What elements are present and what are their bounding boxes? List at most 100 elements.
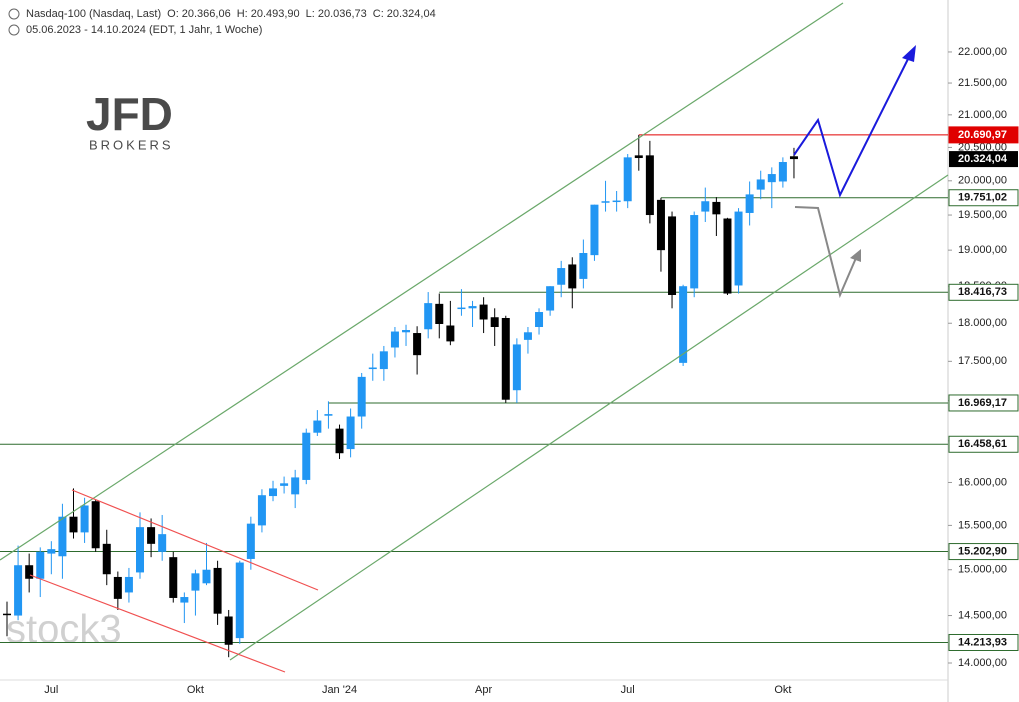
level-label-box	[948, 126, 1019, 144]
wedge-lower	[29, 574, 286, 673]
x-tick-label: Jul	[44, 684, 58, 696]
level-label-box	[948, 543, 1019, 561]
candle-body	[457, 307, 466, 310]
candle-body	[413, 333, 422, 356]
candle-body	[723, 218, 732, 294]
y-tick-label: 19.000,00	[958, 244, 1007, 256]
y-tick-label: 20.000,00	[958, 175, 1007, 187]
header-line: Nasdaq-100 (Nasdaq, Last) O: 20.366,06 H: 20…	[26, 8, 436, 20]
x-tick-label: Apr	[475, 684, 492, 696]
candle-body	[302, 432, 311, 480]
candle-body	[435, 303, 444, 324]
candle-body	[668, 216, 677, 296]
header-clock	[8, 24, 20, 36]
date-range: 05.06.2023 - 14.10.2024 (EDT, 1 Jahr, 1 …	[26, 24, 262, 36]
wedge-upper	[71, 489, 319, 591]
candle-body	[778, 162, 787, 182]
candle-body	[36, 551, 45, 579]
brokers-logo: BROKERS	[89, 137, 174, 152]
candle-body	[180, 597, 189, 603]
ohlc-value: 20.036,73	[318, 8, 367, 20]
candle-body	[479, 304, 488, 320]
candle-body	[269, 488, 278, 497]
candle-body	[291, 477, 300, 495]
header: Nasdaq-100 (Nasdaq, Last) O: 20.366,06 H: 20…	[8, 8, 436, 36]
level-label: 14.213,93	[958, 636, 1007, 648]
candle-body	[557, 268, 566, 285]
candle-body	[579, 252, 588, 279]
ohlc-value: 20.493,90	[251, 8, 300, 20]
candle-body	[102, 543, 111, 575]
candle-body	[568, 264, 577, 289]
drawings	[0, 2, 949, 673]
candle-body	[623, 157, 632, 202]
candle-body	[169, 557, 178, 598]
ohlc-value: 20.324,04	[387, 8, 436, 20]
level-label: 15.202,90	[958, 545, 1007, 557]
candle-body	[324, 414, 333, 416]
candle-body	[535, 312, 544, 328]
x-tick-label: Jul	[621, 684, 635, 696]
candle-body	[136, 527, 145, 573]
candle-body	[91, 501, 100, 549]
y-tick-label: 15.000,00	[958, 564, 1007, 576]
candle-body	[357, 376, 366, 417]
y-tick-label: 17.500,00	[958, 355, 1007, 367]
level-label: 20.690,97	[958, 129, 1007, 141]
price-label: 20.324,04	[958, 153, 1008, 165]
y-tick-label: 16.000,00	[958, 476, 1007, 488]
candle-body	[257, 495, 266, 526]
ohlc-key: O:	[167, 8, 179, 20]
candle-body	[523, 332, 532, 340]
candle-body	[47, 549, 56, 554]
candle-body	[124, 576, 133, 593]
level-label-box	[948, 435, 1019, 453]
y-tick-label: 21.000,00	[958, 109, 1007, 121]
x-tick-label: Okt	[774, 684, 791, 696]
candle-body	[3, 613, 11, 616]
candle-body	[346, 416, 355, 450]
candle-body	[69, 516, 78, 533]
candle-body	[235, 562, 244, 639]
candle-body	[679, 286, 688, 363]
candle-body	[246, 523, 255, 559]
candle-body	[634, 155, 643, 159]
y-tick-label: 21.500,00	[958, 77, 1007, 89]
level-label-box	[948, 633, 1019, 651]
candle-body	[756, 179, 765, 190]
candle-body	[202, 569, 211, 584]
candle-body	[280, 483, 289, 486]
channel-lower	[229, 174, 949, 661]
candle-body	[224, 616, 233, 645]
candle-body	[80, 505, 89, 533]
x-tick-label: Jan '24	[322, 684, 357, 696]
candle-body	[656, 199, 665, 251]
candle-body	[512, 344, 521, 391]
candle-body	[645, 155, 654, 216]
x-tick-label: Okt	[187, 684, 204, 696]
candle-body	[191, 573, 200, 591]
candle-body	[25, 565, 34, 579]
candle-body	[789, 156, 798, 160]
watermarks: JFD BROKERS stock3	[6, 88, 174, 652]
level-label: 19.751,02	[958, 192, 1007, 204]
projection-up	[793, 54, 911, 198]
candle-body	[368, 367, 377, 370]
price-label-box	[949, 151, 1018, 168]
plot	[0, 134, 948, 658]
stock3-logo: stock3	[6, 608, 122, 652]
y-tick-label: 14.000,00	[958, 657, 1007, 669]
level-label: 18.416,73	[958, 286, 1007, 298]
y-tick-label: 15.500,00	[958, 519, 1007, 531]
y-axis: 14.000,00 14.500,00 15.000,00 15.500,00 16.0…	[44, 46, 1019, 696]
candle-body	[490, 317, 499, 328]
candle-body	[147, 527, 156, 544]
candle-body	[379, 351, 388, 370]
level-label: 16.458,61	[958, 438, 1007, 450]
candle-body	[734, 211, 743, 286]
candle-body	[468, 306, 477, 309]
candle-body	[601, 201, 610, 203]
candle-body	[712, 201, 721, 215]
candle-body	[612, 200, 621, 203]
